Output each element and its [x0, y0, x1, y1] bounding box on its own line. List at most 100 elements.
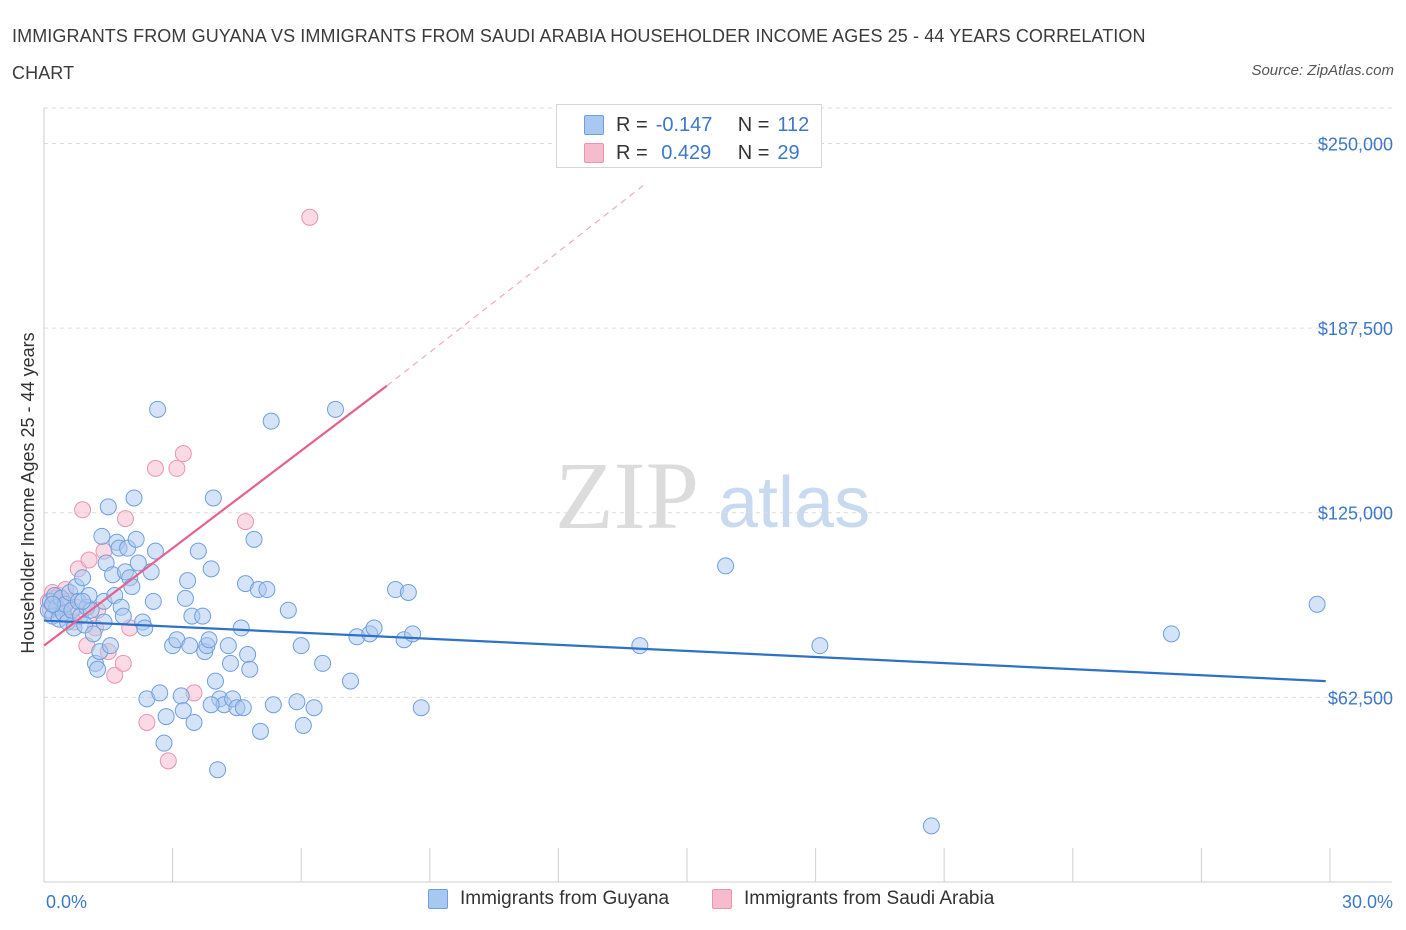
guyana-data-point	[181, 637, 199, 655]
legend-row-guyana: R = -0.147 N = 112	[557, 111, 809, 139]
n-value: 112	[777, 113, 810, 136]
guyana-data-point	[251, 722, 269, 740]
axes	[43, 108, 1392, 883]
guyana-data-point	[84, 625, 102, 643]
source-credit: Source: ZipAtlas.com	[1251, 62, 1394, 79]
guyana-data-point	[179, 572, 197, 590]
saudi-data-point	[74, 501, 92, 519]
series-saudi-arabia	[39, 208, 319, 770]
saudi-data-point	[146, 459, 164, 477]
guyana-data-point	[93, 527, 111, 545]
y-tick-label: $62,500	[1328, 688, 1393, 708]
guyana-data-point	[155, 734, 173, 752]
y-axis-title: Householder Income Ages 25 - 44 years	[18, 332, 38, 653]
legend-row-saudi-arabia: R = 0.429 N = 29	[557, 139, 800, 167]
guyana-data-point	[314, 654, 332, 672]
legend-item-saudi-arabia: Immigrants from Saudi Arabia	[712, 888, 994, 910]
saudi-data-point	[80, 551, 98, 569]
n-label: N =	[737, 141, 770, 164]
saudi-data-point	[106, 666, 124, 684]
guyana-data-point	[125, 489, 143, 507]
guyana-data-point	[151, 684, 169, 702]
guyana-data-point	[89, 660, 107, 678]
r-value: 0.429	[655, 141, 712, 164]
guyana-data-point	[305, 699, 323, 717]
watermark-atlas: atlas	[718, 463, 870, 543]
guyana-data-point	[185, 713, 203, 731]
guyana-data-point	[404, 625, 422, 643]
guyana-data-point	[631, 637, 649, 655]
guyana-data-point	[341, 672, 359, 690]
guyana-data-point	[294, 716, 312, 734]
saudi-swatch-icon	[584, 143, 604, 163]
guyana-data-point	[399, 583, 417, 601]
r-label: R =	[616, 113, 648, 136]
saudi-data-point	[114, 654, 132, 672]
guyana-data-point	[1162, 625, 1180, 643]
guyana-data-point	[127, 530, 145, 548]
x-tick-labels: 0.0% 30.0%	[46, 892, 1393, 912]
gridlines	[44, 107, 1392, 698]
guyana-data-point	[194, 607, 212, 625]
chart-title: IMMIGRANTS FROM GUYANA VS IMMIGRANTS FRO…	[12, 26, 1146, 83]
guyana-data-point	[245, 530, 263, 548]
legend-label-guyana: Immigrants from Guyana	[460, 888, 670, 909]
guyana-data-point	[200, 631, 218, 649]
watermark: ZIP atlas	[555, 442, 870, 549]
guyana-data-point	[209, 761, 227, 779]
guyana-data-point	[101, 637, 119, 655]
guyana-swatch-icon	[428, 889, 448, 909]
guyana-data-point	[292, 637, 310, 655]
guyana-data-point	[258, 581, 276, 599]
guyana-data-point	[146, 542, 164, 560]
guyana-data-point	[264, 696, 282, 714]
guyana-data-point	[129, 554, 147, 572]
saudi-data-point	[168, 459, 186, 477]
y-tick-label: $187,500	[1318, 319, 1393, 339]
guyana-data-point	[142, 563, 160, 581]
guyana-data-point	[202, 560, 220, 578]
guyana-data-point	[74, 569, 92, 587]
guyana-data-point	[204, 489, 222, 507]
saudi-trend-line	[43, 384, 388, 647]
guyana-data-point	[221, 654, 239, 672]
series-legend: Immigrants from Guyana Immigrants from S…	[0, 888, 1406, 916]
guyana-data-point	[149, 400, 167, 418]
n-label: N =	[737, 113, 770, 136]
trend-lines	[43, 184, 1326, 683]
y-tick-label: $125,000	[1318, 504, 1393, 524]
guyana-data-point	[176, 589, 194, 607]
n-value: 29	[777, 141, 800, 164]
guyana-swatch-icon	[584, 115, 604, 135]
guyana-data-point	[232, 619, 250, 637]
guyana-data-point	[99, 498, 117, 516]
saudi-data-point	[174, 445, 192, 463]
guyana-data-point	[202, 696, 220, 714]
guyana-data-point	[189, 542, 207, 560]
guyana-data-point	[922, 817, 940, 835]
r-value: -0.147	[655, 113, 713, 136]
guyana-data-point	[44, 595, 62, 613]
guyana-data-point	[123, 578, 141, 596]
guyana-data-point	[262, 412, 280, 430]
guyana-data-point	[288, 693, 306, 711]
guyana-data-point	[279, 601, 297, 619]
guyana-data-point	[239, 646, 257, 664]
guyana-data-point	[74, 592, 92, 610]
guyana-data-point	[241, 660, 259, 678]
guyana-data-point	[1308, 595, 1326, 613]
guyana-data-point	[174, 702, 192, 720]
saudi-trend-extension	[386, 184, 645, 387]
watermark-zip: ZIP	[555, 442, 699, 549]
guyana-data-point	[365, 619, 383, 637]
y-tick-labels: $62,500 $125,000 $187,500 $250,000	[1318, 134, 1393, 708]
saudi-data-point	[116, 510, 134, 528]
r-label: R =	[616, 141, 648, 164]
x-tick-label: 0.0%	[46, 892, 87, 912]
guyana-data-point	[144, 592, 162, 610]
guyana-data-point	[157, 708, 175, 726]
correlation-legend: R = -0.147 N = 112 R = 0.429 N = 29	[556, 104, 822, 168]
guyana-data-point	[412, 699, 430, 717]
guyana-data-point	[811, 637, 829, 655]
